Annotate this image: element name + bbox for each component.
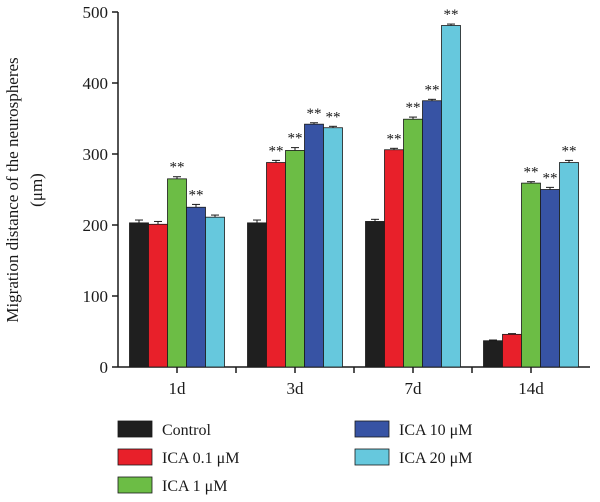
legend-swatch <box>117 420 153 438</box>
bar <box>559 162 579 368</box>
legend-swatch <box>354 420 390 438</box>
y-tick-label: 100 <box>83 287 109 306</box>
legend: Control ICA 0.1 μM ICA 1 μM ICA 10 μM ICA 20… <box>117 420 472 495</box>
legend-label: ICA 20 μM <box>399 450 472 467</box>
significance-marker: ** <box>444 7 459 23</box>
y-axis-unit: (μm) <box>27 173 46 207</box>
bar <box>521 182 541 368</box>
significance-marker: ** <box>326 109 341 125</box>
y-tick-label: 200 <box>83 216 109 235</box>
significance-marker: ** <box>543 170 558 186</box>
significance-marker: ** <box>288 131 303 147</box>
x-tick-label: 14d <box>518 379 544 398</box>
legend-swatch <box>117 476 153 494</box>
bar <box>502 333 522 368</box>
significance-marker: ** <box>189 187 204 203</box>
bar <box>403 118 423 368</box>
bar <box>285 150 305 368</box>
significance-marker: ** <box>524 165 539 181</box>
bar <box>148 223 168 368</box>
bar <box>422 100 442 368</box>
x-tick-label: 1d <box>169 379 187 398</box>
significance-marker: ** <box>406 100 421 116</box>
bar <box>384 149 404 368</box>
bar <box>365 221 385 368</box>
y-tick-label: 0 <box>100 358 109 377</box>
y-axis-title: Migration distance of the neurospheres (… <box>3 57 46 322</box>
bar <box>186 206 206 368</box>
significance-marker: ** <box>425 82 440 98</box>
significance-marker: ** <box>269 143 284 159</box>
y-axis-label: Migration distance of the neurospheres <box>3 57 22 322</box>
significance-marker: ** <box>170 160 185 176</box>
bar <box>247 222 267 368</box>
significance-marker: ** <box>562 143 577 159</box>
bar <box>129 222 149 368</box>
x-tick-label: 3d <box>287 379 305 398</box>
bar <box>266 162 286 368</box>
y-tick-label: 400 <box>83 74 109 93</box>
bar <box>441 25 461 368</box>
legend-swatch <box>117 448 153 466</box>
bar <box>304 123 324 368</box>
bar <box>167 178 187 368</box>
legend-label: ICA 1 μM <box>162 478 227 495</box>
legend-label: ICA 0.1 μM <box>162 450 239 467</box>
bar <box>483 340 503 368</box>
legend-swatch <box>354 448 390 466</box>
bar <box>540 189 560 368</box>
legend-label: Control <box>162 422 211 439</box>
y-tick-label: 300 <box>83 145 109 164</box>
y-tick-label: 500 <box>83 3 109 22</box>
legend-label: ICA 10 μM <box>399 422 472 439</box>
bar <box>323 127 343 368</box>
bar <box>205 216 225 368</box>
significance-marker: ** <box>387 131 402 147</box>
x-tick-label: 7d <box>405 379 423 398</box>
significance-marker: ** <box>307 106 322 122</box>
